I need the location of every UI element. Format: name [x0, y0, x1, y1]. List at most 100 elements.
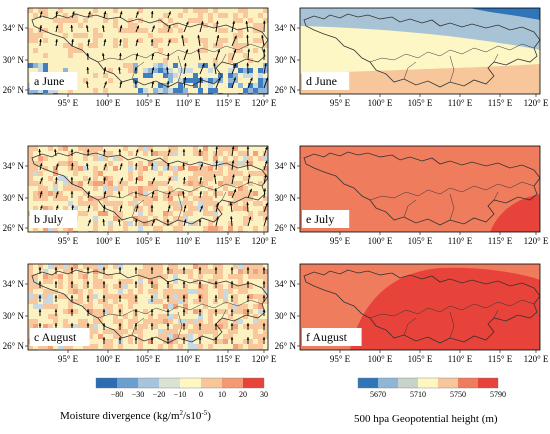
divergence-cell [148, 269, 153, 274]
colorbar-frame [95, 377, 265, 389]
divergence-cell [93, 181, 98, 186]
divergence-cell [33, 191, 38, 196]
divergence-cell [58, 28, 63, 33]
divergence-cell [38, 196, 43, 201]
divergence-cell [158, 68, 163, 73]
wind-arrow-head [183, 205, 187, 209]
x-tick-label: 95° E [58, 236, 79, 246]
divergence-cell [148, 231, 153, 232]
x-tick-label: 110° E [176, 98, 201, 108]
divergence-cell [213, 78, 218, 83]
divergence-cell [258, 171, 263, 176]
divergence-cell [243, 8, 248, 13]
divergence-cell [213, 161, 218, 166]
divergence-cell [248, 156, 253, 161]
divergence-cell [248, 68, 253, 73]
divergence-cell [103, 73, 108, 78]
divergence-cell [63, 309, 68, 314]
divergence-cell [53, 191, 58, 196]
divergence-cell [43, 344, 48, 349]
wind-arrow-head [104, 81, 107, 85]
divergence-cell [93, 146, 98, 151]
divergence-cell [168, 88, 173, 93]
divergence-cell [128, 151, 133, 156]
divergence-cell [43, 269, 48, 274]
wind-arrow-head [230, 337, 234, 340]
divergence-cell [188, 269, 193, 274]
divergence-cell [83, 33, 88, 38]
divergence-cell [218, 28, 223, 33]
wind-arrow-head [247, 48, 251, 52]
divergence-cell [238, 319, 243, 324]
divergence-cell [243, 68, 248, 73]
wind-arrow-head [56, 191, 59, 195]
divergence-cell [28, 146, 33, 151]
divergence-cell [253, 334, 258, 339]
divergence-cell [178, 349, 183, 350]
divergence-cell [43, 294, 48, 299]
divergence-cell [118, 344, 123, 349]
divergence-cell [238, 196, 243, 201]
divergence-cell [78, 146, 83, 151]
panel-label-box [30, 72, 78, 90]
divergence-cell [253, 274, 258, 279]
divergence-cell [203, 269, 208, 274]
wind-arrow-head [183, 76, 187, 80]
divergence-cell [83, 18, 88, 23]
divergence-cell [73, 299, 78, 304]
divergence-cell [173, 176, 178, 181]
wind-arrow-head [102, 323, 106, 326]
divergence-cell [103, 18, 108, 23]
divergence-cell [88, 304, 93, 309]
divergence-cell [33, 206, 38, 211]
divergence-cell [173, 274, 178, 279]
divergence-cell [128, 176, 133, 181]
wind-arrow-head [70, 177, 74, 180]
divergence-cell [63, 68, 68, 73]
divergence-cell [48, 191, 53, 196]
divergence-cell [158, 334, 163, 339]
wind-arrow-head [135, 149, 139, 153]
divergence-cell [93, 206, 98, 211]
wind-arrow-head [151, 53, 155, 57]
divergence-cell [133, 201, 138, 206]
wind-arrow-head [197, 48, 200, 52]
divergence-cell [148, 279, 153, 284]
x-tick-label: 100° E [96, 236, 121, 246]
divergence-cell [48, 289, 53, 294]
wind-arrow-head [166, 309, 170, 312]
divergence-cell [33, 48, 38, 53]
wind-arrow-head [86, 309, 90, 312]
divergence-cell [153, 166, 158, 171]
divergence-cell [93, 309, 98, 314]
divergence-cell [208, 166, 213, 171]
x-tick-label: 120° E [524, 236, 549, 246]
divergence-cell [243, 151, 248, 156]
divergence-cell [33, 146, 38, 151]
divergence-cell [198, 206, 203, 211]
x-tick-label: 120° E [524, 354, 549, 364]
divergence-cell [238, 186, 243, 191]
divergence-cell [38, 186, 43, 191]
divergence-cell [213, 226, 218, 231]
divergence-cell [28, 28, 33, 33]
divergence-cell [248, 211, 253, 216]
divergence-cell [178, 78, 183, 83]
divergence-cell [173, 294, 178, 299]
divergence-cell [63, 18, 68, 23]
divergence-cell [68, 269, 73, 274]
divergence-cell [228, 314, 233, 319]
divergence-cell [73, 13, 78, 18]
divergence-cell [238, 151, 243, 156]
divergence-cell [88, 344, 93, 349]
divergence-cell [183, 289, 188, 294]
divergence-cell [103, 274, 108, 279]
wind-arrow-head [87, 205, 91, 209]
divergence-cell [108, 181, 113, 186]
wind-arrow-head [182, 309, 186, 312]
divergence-cell [238, 161, 243, 166]
wind-arrow-head [213, 174, 217, 178]
divergence-cell [243, 309, 248, 314]
divergence-cell [158, 181, 163, 186]
divergence-cell [203, 284, 208, 289]
